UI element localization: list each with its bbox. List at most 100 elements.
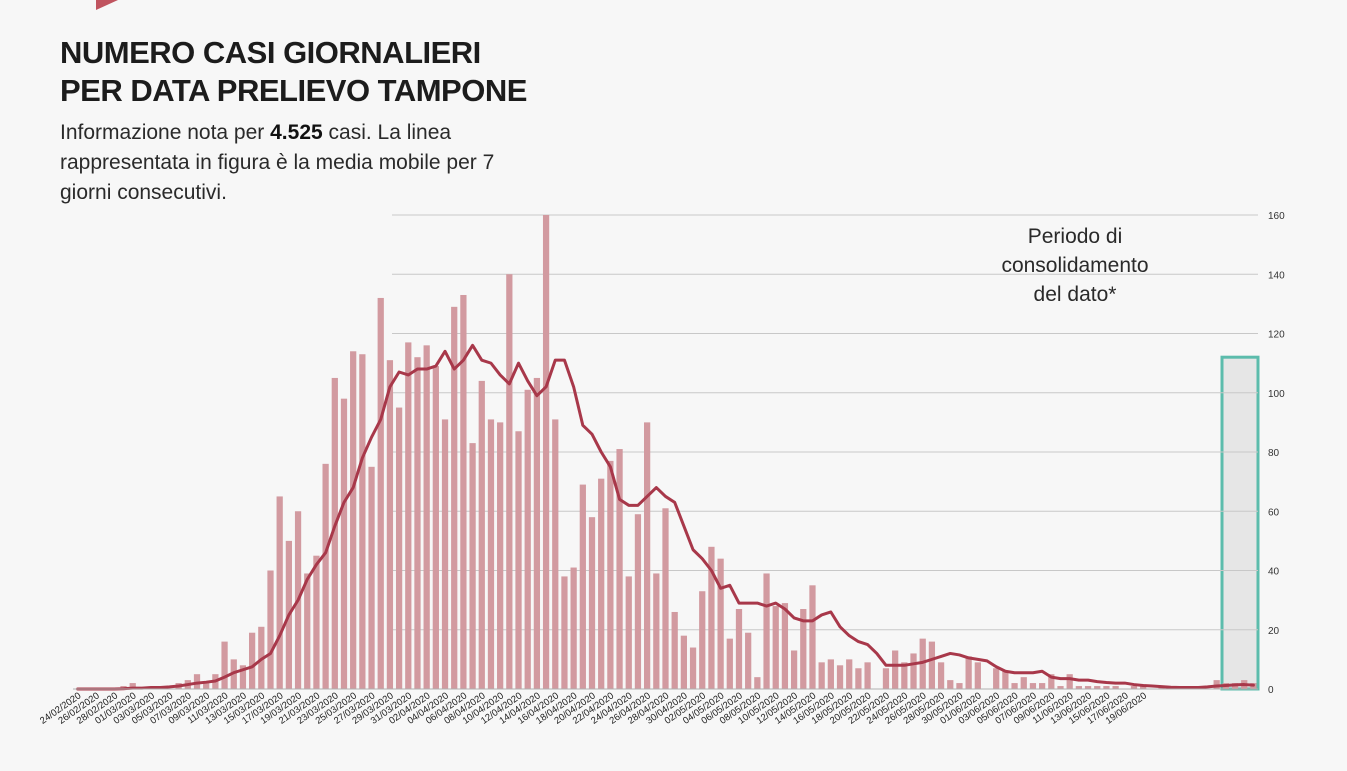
consolidation-annotation: consolidamento [1001, 254, 1148, 277]
bar [414, 357, 421, 689]
bar [644, 422, 651, 689]
y-tick-label: 100 [1268, 389, 1285, 400]
subtitle-text-pre: Informazione nota per [60, 121, 271, 144]
y-tick-label: 40 [1268, 567, 1280, 578]
bar [993, 668, 1000, 689]
bar [395, 407, 403, 689]
y-tick-label: 0 [1268, 685, 1274, 696]
bar [313, 555, 320, 689]
bar [956, 683, 963, 689]
bar [671, 611, 678, 689]
bar [882, 668, 890, 689]
bar [965, 656, 972, 689]
y-tick-label: 140 [1268, 270, 1285, 281]
bar [680, 635, 687, 689]
bar [974, 662, 981, 689]
bar [790, 650, 798, 689]
corner-mark-decoration [96, 0, 118, 10]
bar [947, 680, 954, 689]
bar [487, 419, 495, 689]
bar [836, 665, 844, 689]
bar [689, 647, 697, 689]
y-tick-label: 120 [1268, 330, 1285, 341]
bar [579, 484, 586, 689]
bar [781, 603, 789, 689]
bar [901, 662, 908, 689]
bar [1130, 686, 1138, 689]
bar [1094, 686, 1101, 689]
bar [607, 460, 614, 689]
bar [1084, 686, 1092, 689]
bar [937, 662, 945, 689]
bar [892, 650, 899, 689]
bar [1039, 683, 1046, 689]
bar [763, 573, 770, 689]
bar [350, 351, 357, 689]
bar [1002, 671, 1009, 689]
bar [827, 659, 834, 689]
bar [708, 546, 715, 689]
subtitle-text-post: casi. La linea rappresentata in figura è… [60, 121, 495, 204]
bar [368, 466, 375, 689]
bar [1011, 683, 1018, 689]
title-line-2: PER DATA PRELIEVO TAMPONE [60, 73, 527, 108]
subtitle-case-count: 4.525 [270, 121, 323, 144]
consolidation-annotation: del dato* [1034, 283, 1117, 306]
title-line-1: NUMERO CASI GIORNALIERI [60, 35, 481, 70]
bar [1029, 683, 1037, 689]
bar [524, 389, 531, 689]
bar [754, 677, 761, 689]
chart-subtitle: Informazione nota per 4.525 casi. La lin… [60, 118, 540, 208]
bar [276, 496, 283, 689]
bar [1020, 677, 1027, 689]
consolidation-annotation: Periodo di [1028, 225, 1123, 248]
bar [304, 573, 311, 689]
chart-title: NUMERO CASI GIORNALIERI PER DATA PRELIEV… [60, 34, 527, 110]
bar [625, 576, 632, 689]
bar [735, 609, 743, 689]
bar [515, 431, 522, 689]
bar [598, 478, 605, 689]
bar [542, 215, 550, 689]
bar [451, 306, 458, 689]
bar [864, 662, 871, 689]
bar [497, 422, 504, 689]
bar [1066, 674, 1073, 689]
bar [249, 632, 256, 689]
bar [203, 683, 210, 689]
bar [910, 653, 917, 689]
bar [506, 274, 513, 689]
bar [1075, 686, 1082, 689]
bar [1140, 686, 1147, 689]
moving-average-line [76, 343, 1255, 691]
bar [1057, 686, 1064, 689]
bar [331, 377, 338, 689]
bar [239, 665, 247, 689]
bar [634, 514, 642, 689]
bar [570, 567, 577, 689]
bar [928, 641, 936, 689]
bar [552, 419, 559, 689]
bar [432, 366, 439, 689]
bar [1112, 686, 1119, 689]
bar [561, 576, 568, 689]
y-tick-label: 20 [1268, 626, 1280, 637]
bar [745, 632, 752, 689]
bar [772, 606, 779, 689]
bar [818, 662, 825, 689]
bar [478, 380, 485, 689]
bar [653, 573, 660, 689]
bar [377, 297, 384, 689]
bar [267, 570, 274, 689]
bar [359, 354, 366, 689]
y-tick-label: 80 [1268, 448, 1280, 459]
bar [441, 419, 449, 689]
bar [800, 609, 807, 689]
bar [423, 345, 430, 689]
bar [588, 517, 596, 689]
bar [809, 585, 816, 689]
bar [662, 508, 669, 689]
bar [616, 449, 623, 689]
bar [726, 638, 733, 689]
